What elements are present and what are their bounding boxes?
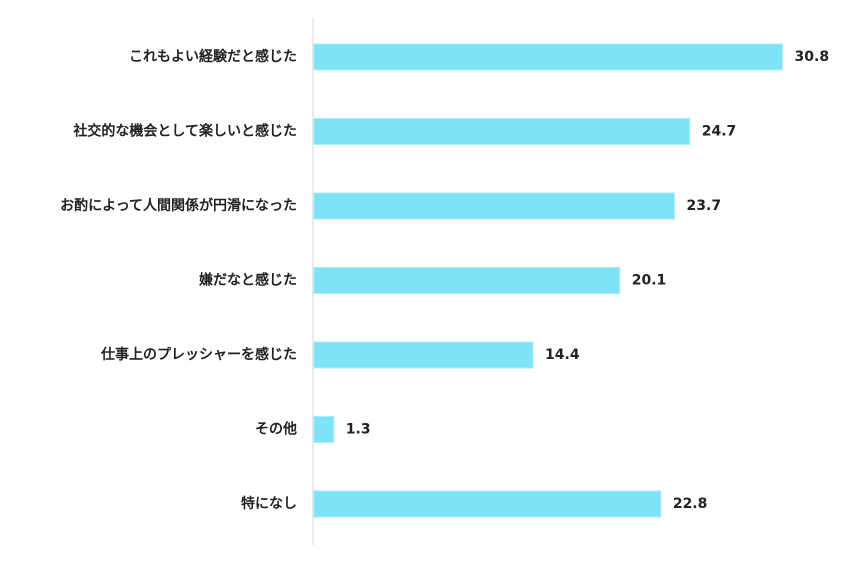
category-label-3: お酌によって人間関係が円滑になった <box>60 197 297 214</box>
category-label-5: 仕事上のプレッシャーを感じた <box>100 346 297 363</box>
value-label-4: 20.1 <box>632 273 667 289</box>
category-label-1: これもよい経験だと感じた <box>129 48 297 65</box>
category-labels-group: これもよい経験だと感じた社交的な機会として楽しいと感じたお酌によって人間関係が円… <box>60 48 297 512</box>
bar-5 <box>313 341 534 369</box>
bar-3 <box>313 192 676 220</box>
bar-1 <box>313 43 784 71</box>
value-label-1: 30.8 <box>795 49 830 65</box>
value-label-7: 22.8 <box>673 496 708 512</box>
bar-4 <box>313 267 621 294</box>
category-label-2: 社交的な機会として楽しいと感じた <box>72 123 297 140</box>
bars-group <box>313 43 784 518</box>
value-label-2: 24.7 <box>702 124 737 140</box>
category-label-4: 嫌だなと感じた <box>199 272 297 289</box>
value-labels-group: 30.8 24.7 23.7 20.1 14.4 1.3 22.8 <box>346 49 829 512</box>
value-label-6: 1.3 <box>346 422 371 438</box>
value-label-5: 14.4 <box>545 347 580 363</box>
bar-7 <box>313 490 662 518</box>
bar-6 <box>313 416 335 443</box>
category-label-6: その他 <box>255 421 297 438</box>
bar-2 <box>313 118 691 145</box>
value-label-3: 23.7 <box>687 198 722 214</box>
category-label-7: 特になし <box>241 495 297 512</box>
